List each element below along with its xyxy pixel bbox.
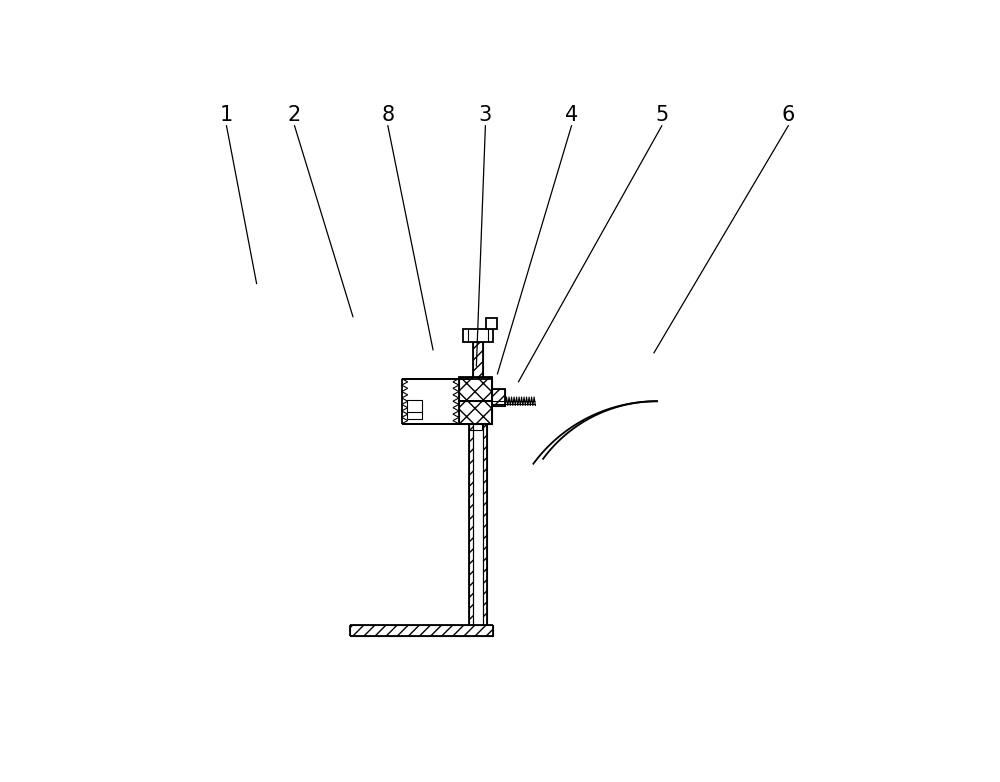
Bar <box>492 389 505 406</box>
Text: 6: 6 <box>782 105 795 125</box>
Text: 1: 1 <box>220 105 233 125</box>
Bar <box>459 401 492 424</box>
Polygon shape <box>483 414 487 625</box>
Polygon shape <box>473 342 483 414</box>
Text: 4: 4 <box>565 105 578 125</box>
Text: 2: 2 <box>288 105 301 125</box>
Bar <box>486 317 497 328</box>
Bar <box>463 328 493 342</box>
Polygon shape <box>459 377 492 401</box>
Polygon shape <box>459 401 492 424</box>
Polygon shape <box>469 414 473 625</box>
Bar <box>407 400 422 413</box>
Text: 5: 5 <box>655 105 668 125</box>
Bar <box>459 377 492 401</box>
Text: 3: 3 <box>479 105 492 125</box>
Text: 8: 8 <box>381 105 394 125</box>
Polygon shape <box>492 389 505 406</box>
Bar <box>407 412 422 419</box>
Polygon shape <box>350 625 493 636</box>
